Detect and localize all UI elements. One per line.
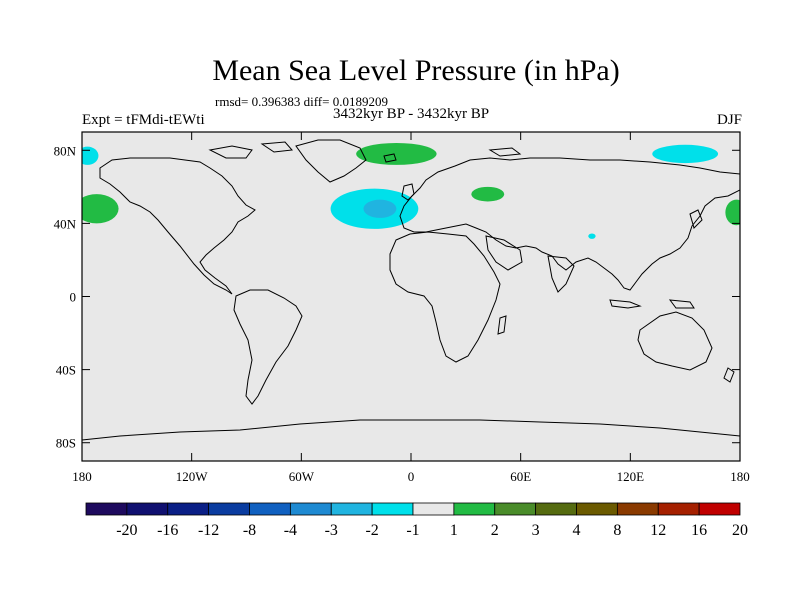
colorbar-label: -8	[243, 522, 256, 539]
anomaly-region-4	[652, 144, 719, 164]
colorbar-label: 16	[691, 522, 707, 539]
anomaly-region-5	[588, 233, 596, 239]
colorbar-swatch	[330, 502, 373, 516]
colorbar-label: 4	[573, 522, 581, 539]
colorbar-label: -4	[284, 522, 297, 539]
ocean-background	[82, 132, 740, 461]
x-tick-label: 60E	[510, 469, 531, 484]
colorbar-label: -1	[406, 522, 419, 539]
colorbar-label: 20	[732, 522, 748, 539]
colorbar-swatch	[698, 502, 741, 516]
colorbar-swatch	[289, 502, 332, 516]
colorbar-label: 2	[491, 522, 499, 539]
coastlines	[82, 139, 740, 441]
anomaly-region-2	[363, 199, 397, 218]
anomaly-region-9	[725, 199, 740, 226]
y-tick-label: 80N	[54, 143, 77, 158]
colorbar-label: -16	[157, 522, 178, 539]
colorbar-label: 8	[613, 522, 621, 539]
anomaly-region-8	[82, 194, 119, 224]
colorbar-label: 12	[650, 522, 666, 539]
chart-title: Mean Sea Level Pressure (in hPa)	[212, 54, 620, 87]
rmsd-label: rmsd= 0.396383 diff= 0.0189209	[215, 94, 388, 109]
x-tick-label: 0	[408, 469, 415, 484]
season-label: DJF	[716, 112, 742, 128]
y-tick-label: 40N	[54, 216, 77, 231]
x-tick-label: 60W	[289, 469, 315, 484]
anomaly-region-6	[356, 142, 437, 165]
anomaly-region-3	[82, 146, 99, 165]
colorbar-swatch	[208, 502, 250, 516]
colorbar-swatch	[657, 502, 700, 516]
colorbar-swatch	[494, 502, 537, 516]
colorbar-swatch	[535, 502, 577, 516]
colorbar-swatch	[167, 502, 210, 516]
x-tick-label: 120W	[176, 469, 209, 484]
colorbar-label: 3	[532, 522, 540, 539]
colorbar-swatch	[126, 502, 169, 516]
y-tick-label: 40S	[56, 363, 76, 378]
colorbar-swatch	[371, 502, 414, 516]
x-tick-label: 180	[72, 469, 92, 484]
colorbar-swatch	[576, 502, 618, 516]
colorbar-label: -3	[325, 522, 338, 539]
colorbar-label: -2	[365, 522, 378, 539]
experiment-label: Expt = tFMdi-tEWti	[82, 112, 205, 128]
colorbar-swatch	[412, 502, 455, 516]
colorbar-swatch	[249, 502, 291, 516]
colorbar-label: 1	[450, 522, 458, 539]
colorbar-swatch	[616, 502, 659, 516]
y-tick-label: 0	[70, 290, 77, 305]
x-tick-label: 120E	[617, 469, 645, 484]
anomaly-region-7	[471, 186, 505, 202]
colorbar-swatch	[453, 502, 496, 516]
colorbar-label: -12	[198, 522, 219, 539]
colorbar-label: -20	[116, 522, 137, 539]
x-tick-label: 180	[730, 469, 750, 484]
period-label: 3432kyr BP - 3432kyr BP	[332, 106, 490, 122]
y-tick-label: 80S	[56, 436, 76, 451]
colorbar-swatch	[85, 502, 128, 516]
